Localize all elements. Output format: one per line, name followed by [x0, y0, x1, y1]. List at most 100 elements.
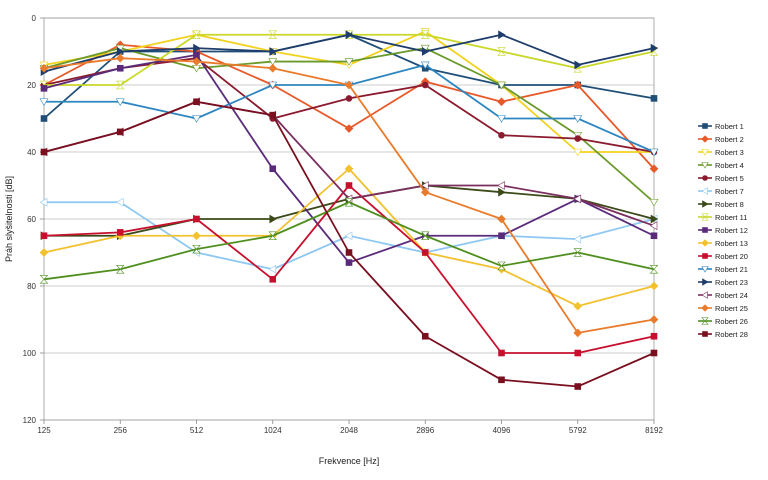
data-point — [344, 80, 354, 90]
x-tick-label: 512 — [190, 426, 204, 435]
data-point — [193, 51, 200, 59]
series-robert-23 — [40, 30, 659, 77]
data-point — [574, 60, 582, 70]
data-point — [649, 315, 659, 324]
data-point — [498, 131, 505, 139]
data-point — [268, 231, 278, 240]
data-point — [193, 215, 200, 223]
data-point — [701, 135, 709, 143]
data-point — [701, 304, 709, 312]
data-point — [702, 175, 708, 181]
data-point — [268, 63, 278, 73]
data-point — [497, 181, 505, 190]
data-point — [115, 98, 125, 106]
data-point — [701, 149, 709, 156]
data-point — [344, 198, 354, 207]
data-point — [345, 182, 353, 189]
data-point — [498, 232, 505, 240]
data-point — [702, 227, 708, 233]
data-point — [420, 61, 430, 70]
x-tick-label: 256 — [114, 426, 128, 435]
data-point — [701, 266, 709, 273]
series-lines — [39, 28, 659, 390]
legend-entry: Robert 26 — [715, 317, 748, 326]
data-point — [344, 231, 353, 241]
data-point — [269, 47, 277, 56]
legend-entry: Robert 11 — [715, 213, 747, 222]
data-point — [649, 148, 659, 157]
y-tick-label: 40 — [27, 148, 36, 157]
data-point — [344, 124, 354, 133]
data-point — [573, 301, 583, 311]
data-point — [573, 234, 582, 244]
x-tick-labels: 125 256 512 1024 2048 2896 4096 5792 8192 — [37, 426, 663, 435]
legend: Robert 1 Robert 2 Robert 3 Robert 4 Robert 5… — [698, 122, 748, 339]
data-point — [269, 111, 277, 119]
data-point — [192, 115, 201, 123]
data-point — [649, 221, 658, 231]
data-point — [498, 349, 505, 357]
data-point — [115, 265, 125, 274]
data-point — [702, 200, 709, 208]
data-point — [497, 47, 506, 56]
legend-entry: Robert 7 — [715, 187, 744, 196]
x-tick-label: 4096 — [493, 426, 511, 435]
data-point — [573, 115, 583, 123]
series-robert-28 — [40, 98, 658, 390]
legend-entry: Robert 1 — [715, 122, 744, 131]
data-point — [498, 187, 506, 197]
data-point — [573, 194, 582, 204]
x-tick-label: 2048 — [340, 426, 358, 435]
data-point — [702, 331, 708, 337]
data-point — [39, 197, 48, 207]
data-point — [421, 47, 430, 56]
y-tick-label: 60 — [27, 215, 36, 224]
data-point — [650, 95, 658, 102]
legend-entry: Robert 28 — [715, 330, 748, 339]
legend-entry: Robert 5 — [715, 174, 744, 183]
data-point — [115, 80, 125, 90]
data-point — [268, 30, 278, 39]
series-robert-26 — [39, 198, 659, 284]
data-point — [649, 265, 659, 274]
data-point — [39, 98, 49, 106]
data-point — [497, 261, 506, 271]
x-tick-label: 5792 — [569, 426, 587, 435]
series-robert-25 — [39, 53, 659, 338]
data-point — [649, 198, 659, 207]
data-point — [115, 53, 125, 63]
data-point — [498, 376, 505, 384]
data-point — [701, 187, 708, 195]
data-point — [116, 229, 124, 236]
data-point — [420, 187, 430, 197]
legend-entry: Robert 23 — [715, 278, 748, 287]
data-point — [573, 248, 583, 257]
data-point — [701, 291, 708, 299]
data-point — [497, 115, 506, 123]
data-point — [421, 181, 429, 190]
data-point — [116, 47, 125, 56]
legend-entry: Robert 21 — [715, 265, 748, 274]
data-point — [497, 81, 506, 90]
data-point — [269, 275, 277, 283]
data-point — [649, 164, 659, 174]
data-point — [268, 58, 278, 66]
data-point — [39, 63, 49, 73]
data-point — [116, 128, 124, 136]
data-point — [650, 232, 658, 240]
data-point — [193, 43, 201, 53]
x-tick-label: 8192 — [645, 426, 663, 435]
data-point — [650, 349, 658, 357]
y-tick-label: 80 — [27, 282, 36, 291]
legend-entry: Robert 13 — [715, 239, 748, 248]
data-point — [345, 249, 353, 256]
data-point — [497, 97, 506, 107]
data-point — [192, 57, 201, 66]
data-point — [421, 249, 429, 256]
legend-entry: Robert 4 — [715, 161, 744, 170]
y-tick-label: 100 — [23, 349, 37, 358]
x-axis-title: Frekvence [Hz] — [319, 456, 380, 466]
data-point — [701, 213, 709, 221]
